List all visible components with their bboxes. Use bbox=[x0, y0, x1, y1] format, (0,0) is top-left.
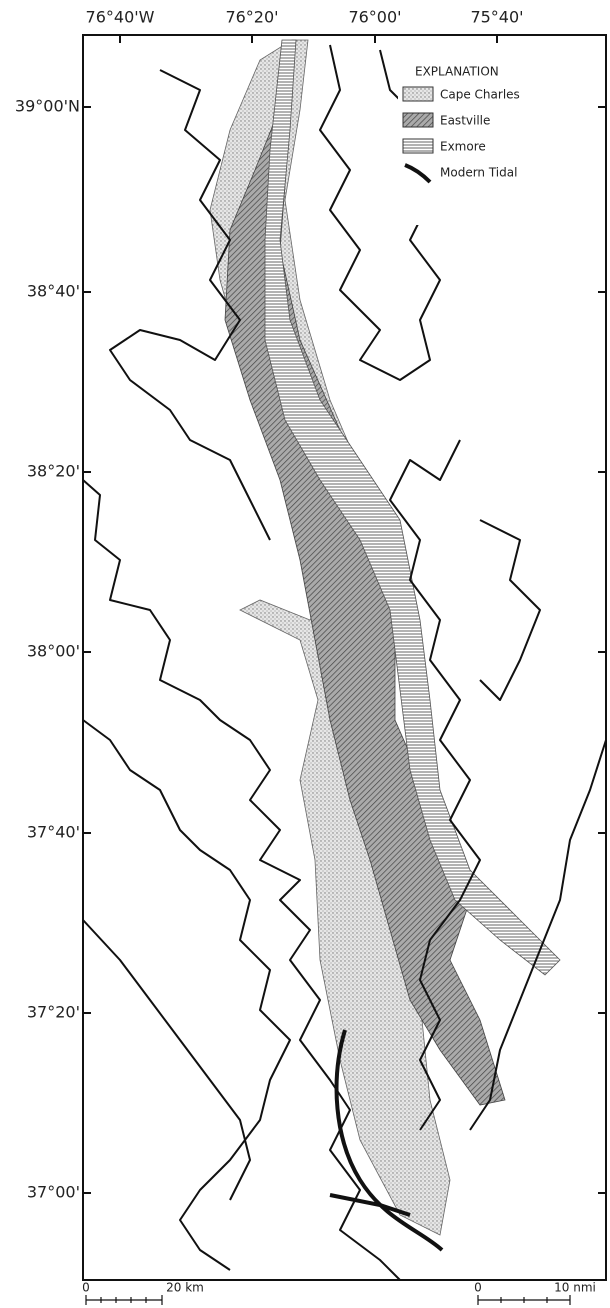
scale-label: 0 bbox=[82, 1281, 90, 1295]
legend-label: Eastville bbox=[440, 114, 490, 128]
latitude-label: 37°00' bbox=[27, 1183, 80, 1202]
coastline bbox=[480, 520, 540, 700]
legend-label: Modern Tidal bbox=[440, 166, 517, 180]
latitude-label: 37°40' bbox=[27, 823, 80, 842]
scale-label: 20 km bbox=[166, 1281, 204, 1295]
legend-title: EXPLANATION bbox=[415, 65, 499, 79]
longitude-label: 76°20' bbox=[225, 8, 278, 27]
scale-bar bbox=[86, 1295, 570, 1305]
latitude-label: 38°00' bbox=[27, 642, 80, 661]
legend: EXPLANATION Cape Charles Eastville Exmor… bbox=[398, 60, 568, 225]
latitude-label: 37°20' bbox=[27, 1003, 80, 1022]
latitude-label: 39°00'N bbox=[15, 97, 80, 116]
legend-label: Exmore bbox=[440, 140, 486, 154]
legend-swatch bbox=[403, 113, 433, 127]
scale-label: 0 bbox=[474, 1281, 482, 1295]
longitude-label: 76°40'W bbox=[86, 8, 155, 27]
latitude-label: 38°40' bbox=[27, 282, 80, 301]
map: EXPLANATION Cape Charles Eastville Exmor… bbox=[0, 0, 610, 1308]
coastline bbox=[83, 920, 250, 1200]
scale-label: 10 nmi bbox=[554, 1281, 596, 1295]
legend-swatch bbox=[403, 139, 433, 153]
legend-label: Cape Charles bbox=[440, 88, 520, 102]
longitude-label: 76°00' bbox=[348, 8, 401, 27]
latitude-label: 38°20' bbox=[27, 462, 80, 481]
legend-swatch bbox=[403, 87, 433, 101]
coastline bbox=[83, 720, 290, 1270]
longitude-label: 75°40' bbox=[470, 8, 523, 27]
